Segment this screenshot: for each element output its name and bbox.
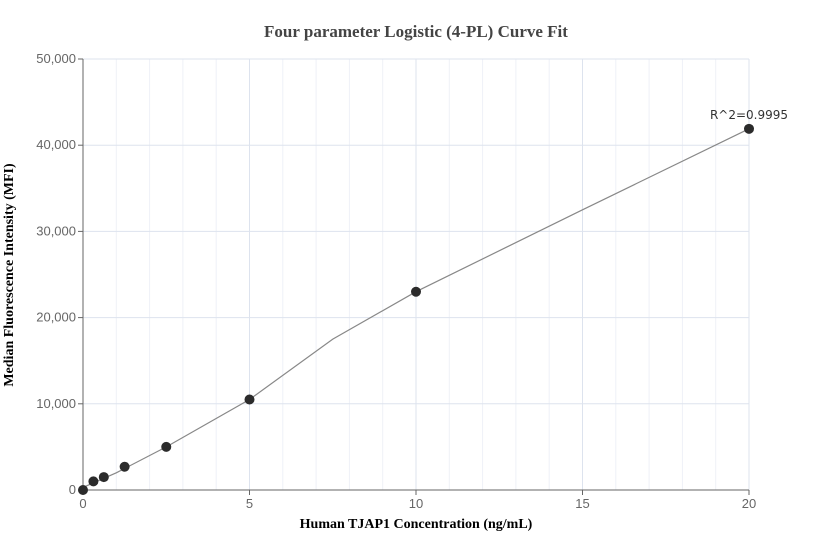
data-point — [744, 123, 754, 134]
data-point — [78, 485, 88, 495]
chart-title: Four parameter Logistic (4-PL) Curve Fit — [264, 22, 568, 41]
x-tick-label: 15 — [575, 496, 589, 511]
axes — [78, 58, 750, 495]
y-tick-label: 0 — [69, 482, 76, 497]
x-tick-label: 0 — [79, 496, 86, 511]
tick-labels: 0 5 10 15 20 0 10,000 20,000 30,000 40,000 50,000 — [36, 51, 756, 511]
y-axis-label: Median Fluorescence Intensity (MFI) — [2, 163, 17, 387]
y-tick-label: 30,000 — [36, 223, 76, 238]
x-tick-label: 10 — [409, 496, 423, 511]
data-points — [78, 123, 754, 495]
x-tick-label: 20 — [742, 496, 756, 511]
y-tick-label: 20,000 — [36, 310, 76, 325]
x-tick-label: 5 — [246, 496, 253, 511]
y-tick-label: 40,000 — [36, 137, 76, 152]
r-squared-annotation: R^2=0.9995 — [710, 108, 788, 122]
data-point — [411, 286, 421, 297]
gridlines — [83, 58, 750, 490]
y-tick-label: 10,000 — [36, 396, 76, 411]
y-tick-label: 50,000 — [36, 51, 76, 66]
data-point — [119, 461, 130, 472]
data-point — [88, 476, 99, 487]
data-point — [98, 472, 109, 483]
data-point — [161, 441, 172, 452]
x-axis-label: Human TJAP1 Concentration (ng/mL) — [299, 517, 533, 532]
annotations: R^2=0.9995 — [710, 108, 788, 122]
data-point — [244, 394, 255, 405]
